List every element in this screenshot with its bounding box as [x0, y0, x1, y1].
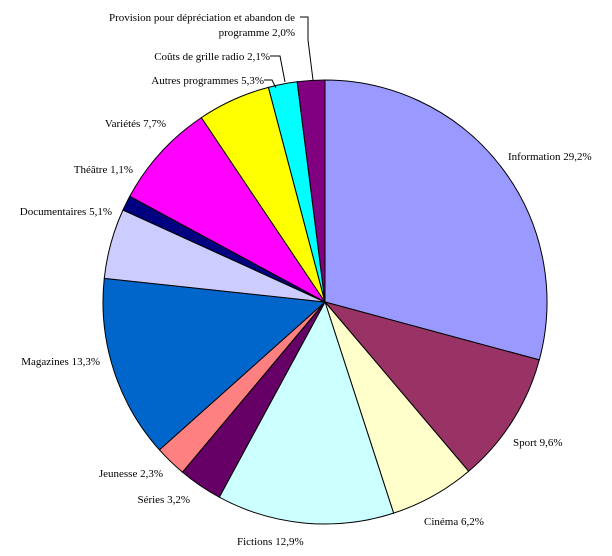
slice-label: Variétés 7,7% — [105, 118, 166, 130]
pie-slices — [102, 79, 548, 525]
slice-label: Coûts de grille radio 2,1% — [154, 51, 270, 63]
slice-label: Fictions 12,9% — [237, 536, 304, 548]
leader-lines — [264, 16, 314, 89]
slice-label: Documentaires 5,1% — [20, 206, 112, 218]
leader-line — [264, 79, 277, 89]
slice-label: Information 29,2% — [508, 151, 592, 163]
slice-label: Provision pour dépréciation et abandon d… — [109, 12, 295, 39]
pie-slice-sport — [323, 301, 540, 472]
slice-label: Autres programmes 5,3% — [151, 75, 264, 87]
slice-label: Jeunesse 2,3% — [99, 468, 163, 480]
slice-label: Séries 3,2% — [137, 494, 190, 506]
pie-slice-magazines — [102, 277, 327, 451]
pie-slice-provision-pour-depreciation-et-abandon-de-programme — [296, 79, 326, 303]
slice-labels: Information 29,2% Sport 9,6% Cinéma 6,2% Fi… — [20, 12, 592, 548]
slice-label: Sport 9,6% — [513, 437, 563, 449]
slice-label: Cinéma 6,2% — [424, 516, 484, 528]
pie-slice-fictions — [218, 300, 395, 525]
leader-line — [300, 16, 314, 81]
leader-line — [270, 55, 286, 83]
slice-label: Magazines 13,3% — [21, 356, 100, 368]
pie-slice-varietes — [129, 116, 326, 303]
slice-label: Théâtre 1,1% — [74, 164, 133, 176]
pie-slice-information — [324, 79, 548, 361]
